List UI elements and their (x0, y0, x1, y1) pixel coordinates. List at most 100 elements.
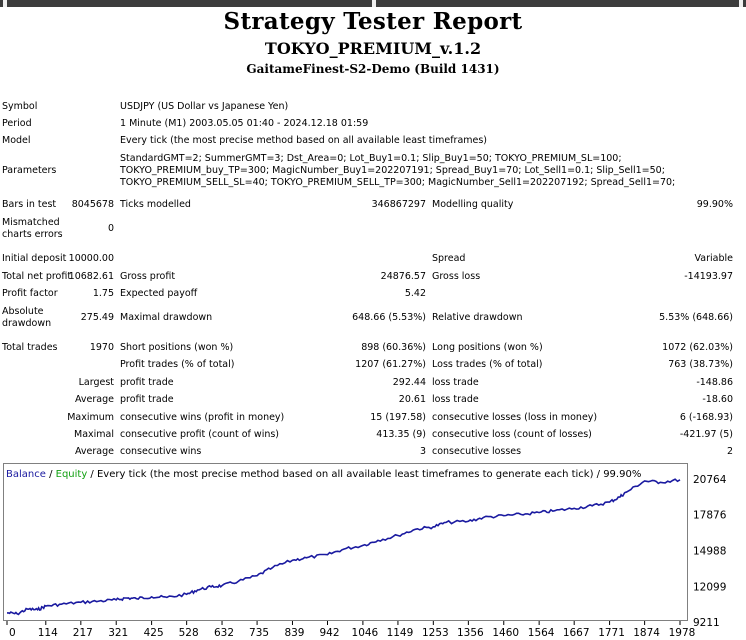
x-tick-label: 1874 (633, 627, 660, 639)
x-tick-label: 735 (249, 627, 269, 639)
relative-drawdown-label: Relative drawdown (432, 312, 523, 323)
x-tick-label: 1046 (352, 627, 379, 639)
largest-profit-value: 292.44 (392, 377, 426, 388)
x-tick-label: 1460 (492, 627, 519, 639)
top-bar-marker (372, 0, 376, 7)
legend-equity: Equity (56, 469, 88, 480)
expected-payoff-label: Expected payoff (120, 288, 198, 299)
average-consecutive-losses-value: 2 (726, 446, 733, 457)
maximal-consecutive-profit-label: consecutive profit (count of wins) (120, 429, 280, 440)
parameters-label: Parameters (2, 165, 57, 176)
bars-value: 8045678 (71, 199, 114, 210)
x-tick-label: 528 (179, 627, 199, 639)
x-tick-label: 1356 (457, 627, 484, 639)
mismatch-label-1: Mismatched (2, 217, 60, 228)
y-tick-label: 9211 (693, 617, 720, 629)
long-positions-label: Long positions (won %) (432, 342, 543, 353)
profit-trades-label: Profit trades (% of total) (120, 359, 235, 370)
legend-separator: / (46, 469, 56, 480)
gross-profit-label: Gross profit (120, 271, 176, 282)
maximal-drawdown-label: Maximal drawdown (120, 312, 213, 323)
period-value: 1 Minute (M1) 2003.05.05 01:40 - 2024.12… (120, 118, 369, 129)
ticks-value: 346867297 (371, 199, 426, 210)
x-tick-label: 217 (73, 627, 93, 639)
deposit-label: Initial deposit (2, 253, 67, 264)
x-tick-label: 1564 (528, 627, 555, 639)
average-consecutive-wins-label: consecutive wins (120, 446, 202, 457)
relative-drawdown-value: 5.53% (648.66) (659, 312, 733, 323)
expert-name: TOKYO_PREMIUM_v.1.2 (264, 39, 482, 58)
max-consecutive-wins-value: 15 (197.58) (370, 412, 426, 423)
x-tick-label: 425 (144, 627, 164, 639)
quality-label: Modelling quality (432, 199, 514, 210)
quality-value: 99.90% (696, 199, 733, 210)
x-tick-label: 1253 (422, 627, 449, 639)
net-profit-label: Total net profit (2, 271, 72, 282)
average-consecutive-wins-value: 3 (419, 446, 426, 457)
period-label: Period (2, 118, 32, 129)
total-trades-value: 1970 (89, 342, 114, 353)
y-tick-label: 17876 (693, 510, 727, 522)
parameters-line-1: StandardGMT=2; SummerGMT=3; Dst_Area=0; … (120, 153, 622, 164)
top-bar-marker (739, 0, 743, 7)
x-tick-label: 1771 (598, 627, 625, 639)
expected-payoff-value: 5.42 (404, 288, 426, 299)
legend-description: / Every tick (the most precise method ba… (87, 469, 641, 480)
spread-label: Spread (432, 253, 466, 264)
x-tick-label: 632 (214, 627, 234, 639)
maximal-consecutive-loss-value: -421.97 (5) (679, 429, 733, 440)
legend-balance: Balance (6, 469, 46, 480)
loss-trades-value: 763 (38.73%) (668, 359, 733, 370)
maximal-consecutive-profit-value: 413.35 (9) (376, 429, 426, 440)
average-loss-value: -18.60 (702, 394, 733, 405)
max-consecutive-wins-label: consecutive wins (profit in money) (120, 412, 285, 423)
parameters-line-3: TOKYO_PREMIUM_SELL_SL=40; TOKYO_PREMIUM_… (120, 177, 676, 188)
y-tick-label: 12099 (693, 581, 726, 593)
average-consecutive-losses-label: consecutive losses (432, 446, 522, 457)
max-consecutive-losses-value: 6 (-168.93) (679, 412, 733, 423)
mismatch-label-2: charts errors (2, 229, 63, 240)
maximal-drawdown-value: 648.66 (5.53%) (352, 312, 426, 323)
largest-profit-label: profit trade (120, 377, 174, 388)
balance-chart: Balance / Equity / Every tick (the most … (3, 463, 727, 639)
server-name: GaitameFinest-S2-Demo (Build 1431) (246, 62, 500, 76)
short-positions-value: 898 (60.36%) (361, 342, 426, 353)
average-loss-label: loss trade (432, 394, 479, 405)
loss-trades-label: Loss trades (% of total) (432, 359, 543, 370)
top-bar-marker (3, 0, 7, 7)
ticks-label: Ticks modelled (120, 199, 191, 210)
gross-loss-value: -14193.97 (684, 271, 733, 282)
x-tick-label: 0 (9, 627, 16, 639)
x-tick-label: 321 (108, 627, 128, 639)
x-tick-label: 942 (319, 627, 339, 639)
largest-loss-label: loss trade (432, 377, 479, 388)
average-consecutive-label: Average (74, 446, 114, 457)
x-tick-label: 1667 (563, 627, 590, 639)
model-label: Model (2, 135, 31, 146)
deposit-value: 10000.00 (68, 253, 114, 264)
average-profit-value: 20.61 (398, 394, 426, 405)
chart-legend: Balance / Equity / Every tick (the most … (6, 469, 641, 480)
profit-factor-value: 1.75 (92, 288, 114, 299)
gross-profit-value: 24876.57 (380, 271, 426, 282)
short-positions-label: Short positions (won %) (120, 342, 234, 353)
window-top-bar (0, 0, 746, 7)
model-value: Every tick (the most precise method base… (120, 135, 488, 146)
parameters-line-2: TOKYO_PREMIUM_buy_TP=300; MagicNumber_Bu… (120, 165, 665, 176)
symbol-value: USDJPY (US Dollar vs Japanese Yen) (120, 101, 289, 112)
gross-loss-label: Gross loss (432, 271, 481, 282)
total-trades-label: Total trades (2, 342, 58, 353)
x-tick-label: 839 (284, 627, 304, 639)
y-tick-label: 20764 (693, 474, 727, 486)
x-tick-label: 114 (38, 627, 58, 639)
bars-label: Bars in test (2, 199, 57, 210)
maximal-consecutive-loss-label: consecutive loss (count of losses) (432, 429, 592, 440)
report-title: Strategy Tester Report (223, 8, 523, 35)
absolute-drawdown-value: 275.49 (80, 312, 114, 323)
absolute-drawdown-label-1: Absolute (2, 306, 44, 317)
balance-line (7, 478, 681, 616)
spread-value: Variable (694, 253, 733, 264)
mismatch-value: 0 (107, 223, 114, 234)
chart-plot-border (3, 463, 688, 621)
largest-label: Largest (78, 377, 114, 388)
